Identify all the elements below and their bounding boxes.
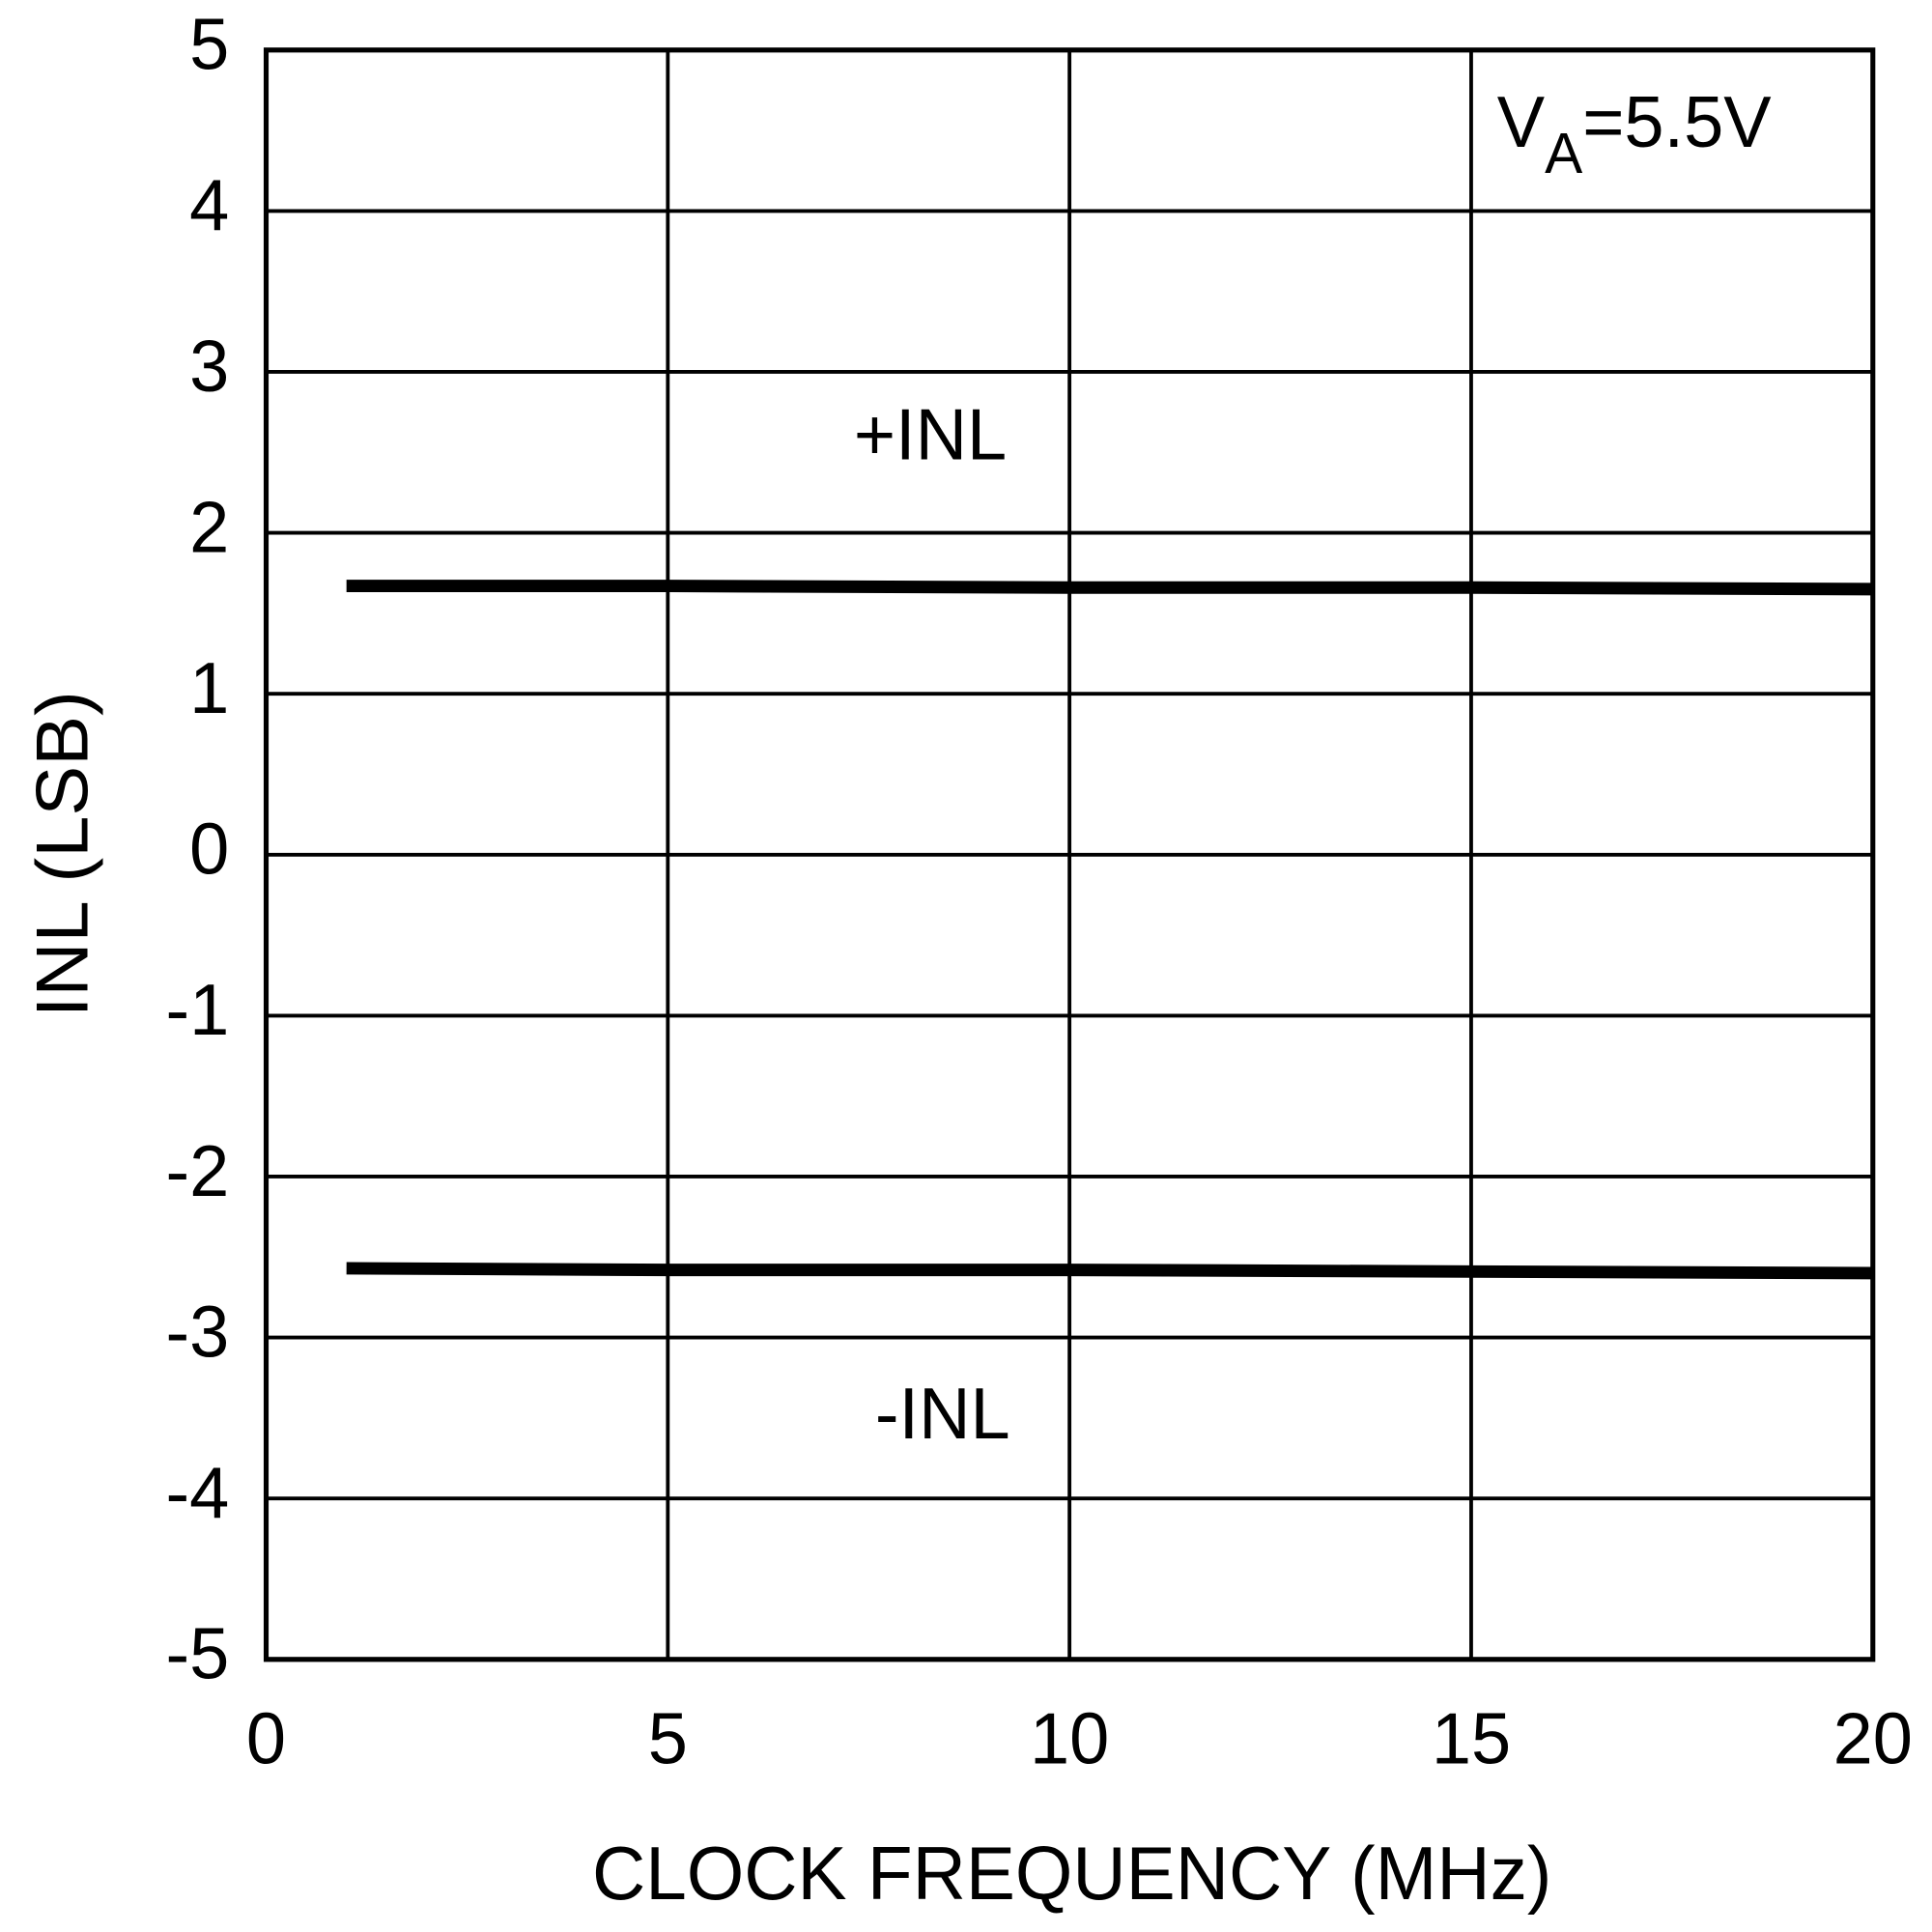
x-tick-label: 15 xyxy=(1432,1698,1511,1779)
annotation-main: V xyxy=(1497,81,1546,162)
x-tick-label: 20 xyxy=(1833,1698,1913,1779)
data-line xyxy=(346,580,1873,596)
y-tick-label: -5 xyxy=(165,1613,229,1694)
y-tick-label: 0 xyxy=(189,809,229,890)
annotation-sub: A xyxy=(1545,120,1583,185)
data-line xyxy=(346,1262,1873,1280)
x-tick-label: 5 xyxy=(648,1698,688,1779)
annotation-tail: =5.5V xyxy=(1582,81,1772,162)
y-tick-label: 4 xyxy=(189,165,229,246)
y-tick-label: 3 xyxy=(189,326,229,407)
plot-frame xyxy=(263,47,1876,1662)
x-tick-label: 0 xyxy=(246,1698,286,1779)
annotation: VA=5.5V xyxy=(1497,81,1772,185)
y-tick-label: -2 xyxy=(165,1130,229,1211)
series-label: -INL xyxy=(875,1374,1010,1455)
x-axis-title: CLOCK FREQUENCY (MHz) xyxy=(592,1833,1551,1917)
y-tick-label: 5 xyxy=(189,4,229,85)
y-axis-title: INL (LSB) xyxy=(21,691,103,1017)
y-tick-label: 1 xyxy=(189,648,229,729)
series-label: +INL xyxy=(854,394,1007,475)
x-tick-label: 10 xyxy=(1030,1698,1109,1779)
y-tick-label: -3 xyxy=(165,1292,229,1373)
y-tick-label: -1 xyxy=(165,970,229,1051)
y-tick-label: 2 xyxy=(189,487,229,568)
y-tick-label: -4 xyxy=(165,1453,229,1534)
